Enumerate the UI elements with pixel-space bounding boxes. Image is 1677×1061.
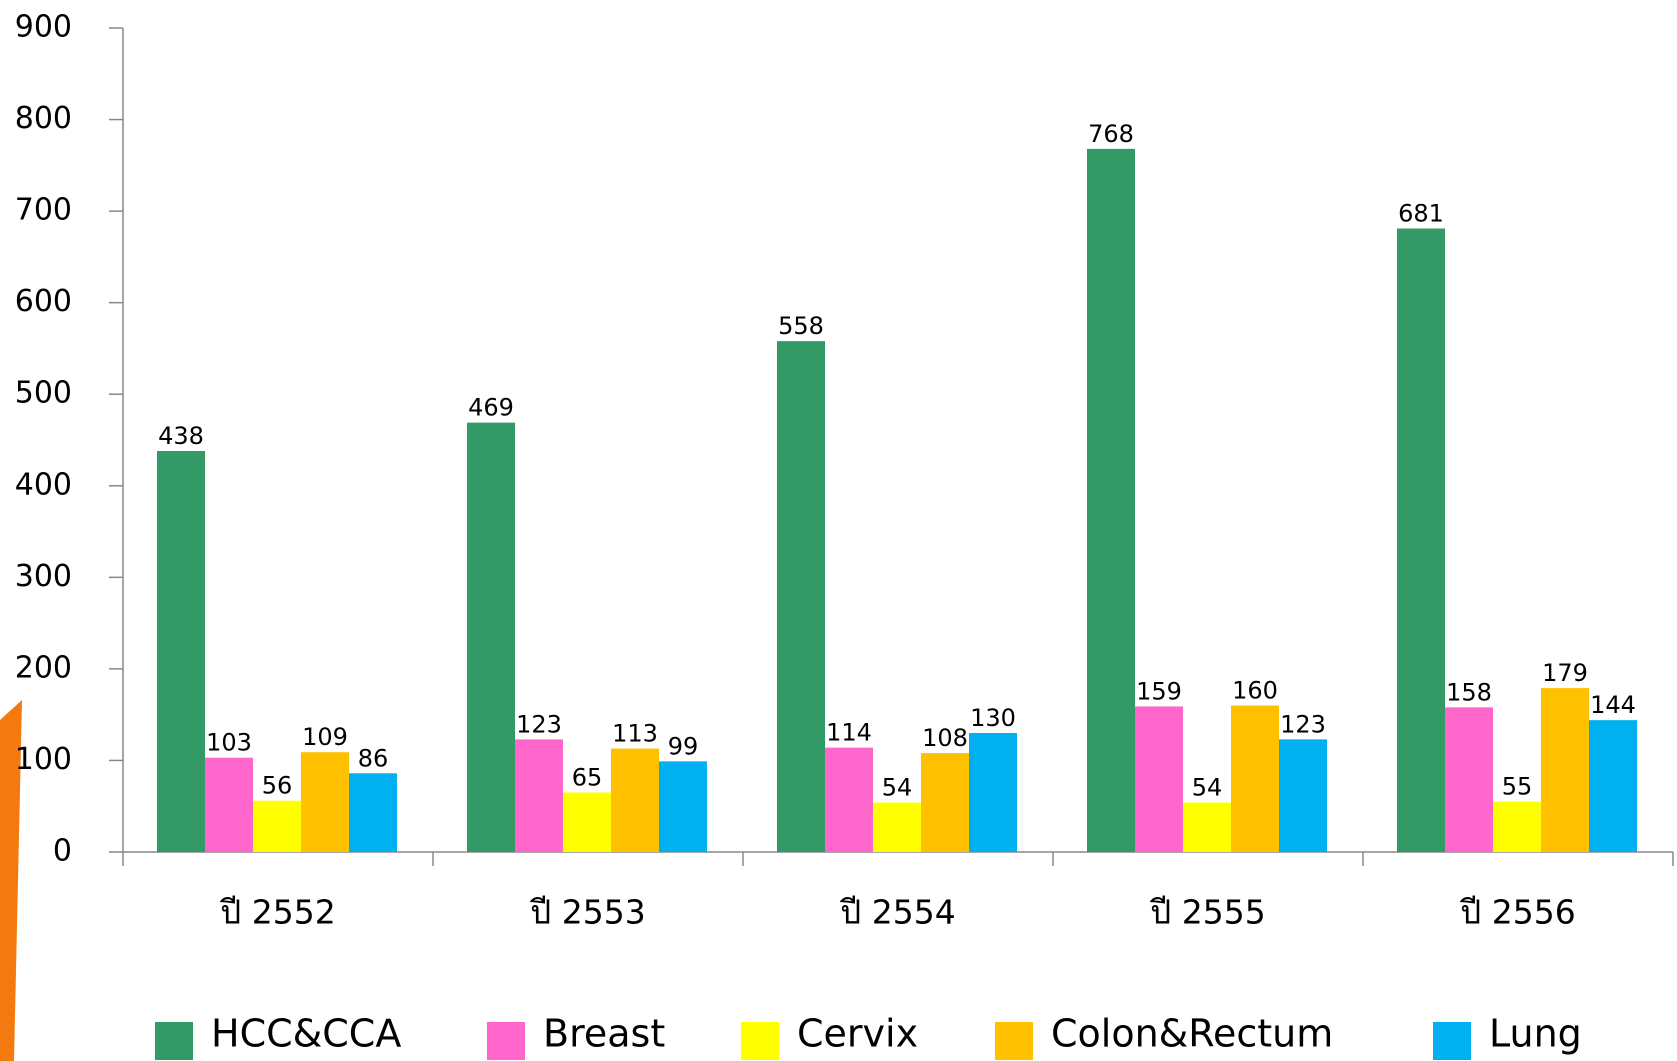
legend-label: HCC&CCA <box>211 1012 401 1056</box>
value-label: 55 <box>1502 773 1533 801</box>
value-label: 159 <box>1136 677 1182 705</box>
value-label: 469 <box>468 394 514 422</box>
value-label: 130 <box>970 704 1016 732</box>
bar <box>349 773 397 852</box>
value-label: 558 <box>778 312 824 340</box>
value-label: 768 <box>1088 120 1134 148</box>
y-tick-label: 900 <box>15 10 72 45</box>
value-label: 123 <box>1280 710 1326 738</box>
bar <box>1493 802 1541 852</box>
legend-label: Cervix <box>797 1012 918 1056</box>
bar <box>1135 706 1183 852</box>
y-tick-label: 600 <box>15 284 72 319</box>
bar <box>1183 803 1231 852</box>
bar <box>1397 229 1445 852</box>
y-tick-label: 700 <box>15 193 72 228</box>
value-label: 158 <box>1446 678 1492 706</box>
value-label: 108 <box>922 724 968 752</box>
x-tick-label: ปี 2553 <box>529 893 646 932</box>
value-label: 123 <box>516 710 562 738</box>
bar <box>1087 149 1135 852</box>
value-label: 160 <box>1232 677 1278 705</box>
bar <box>1589 720 1637 852</box>
bar <box>969 733 1017 852</box>
bar <box>205 758 253 852</box>
y-tick-label: 100 <box>15 742 72 777</box>
bar <box>1445 707 1493 852</box>
value-label: 109 <box>302 723 348 751</box>
bar <box>253 801 301 852</box>
bar <box>157 451 205 852</box>
bar <box>1541 688 1589 852</box>
x-tick-label: ปี 2556 <box>1459 893 1576 932</box>
bar <box>777 341 825 852</box>
legend-swatch <box>741 1022 779 1060</box>
value-label: 99 <box>668 732 699 760</box>
bar <box>921 753 969 852</box>
legend-swatch <box>995 1022 1033 1060</box>
value-label: 54 <box>1192 774 1223 802</box>
bar <box>467 423 515 852</box>
x-tick-label: ปี 2554 <box>839 893 956 932</box>
value-label: 681 <box>1398 200 1444 228</box>
legend-label: Breast <box>543 1012 665 1056</box>
y-tick-label: 200 <box>15 650 72 685</box>
value-label: 54 <box>882 774 913 802</box>
value-label: 65 <box>572 763 603 791</box>
legend-swatch <box>155 1022 193 1060</box>
legend-label: Lung <box>1489 1012 1582 1056</box>
x-tick-label: ปี 2552 <box>219 893 336 932</box>
bar <box>873 803 921 852</box>
value-label: 103 <box>206 729 252 757</box>
y-tick-label: 0 <box>53 834 72 869</box>
bar <box>659 761 707 852</box>
value-label: 113 <box>612 720 658 748</box>
value-label: 114 <box>826 719 872 747</box>
value-label: 144 <box>1590 691 1636 719</box>
chart: 0 100 200 300 400 500 600 700 800 900 ปี 2552 438 10… <box>0 0 1677 1061</box>
value-label: 179 <box>1542 659 1588 687</box>
bar <box>301 752 349 852</box>
y-tick-label: 300 <box>15 559 72 594</box>
value-label: 56 <box>262 772 293 800</box>
legend-swatch <box>1433 1022 1471 1060</box>
bar <box>825 748 873 852</box>
value-label: 438 <box>158 422 204 450</box>
y-tick-label: 400 <box>15 467 72 502</box>
bar <box>563 792 611 852</box>
value-label: 86 <box>358 744 389 772</box>
bar <box>611 749 659 852</box>
bar <box>1279 739 1327 852</box>
legend-label: Colon&Rectum <box>1051 1012 1333 1056</box>
y-tick-label: 800 <box>15 101 72 136</box>
y-tick-label: 500 <box>15 376 72 411</box>
legend-swatch <box>487 1022 525 1060</box>
bar <box>1231 706 1279 852</box>
bar <box>515 739 563 852</box>
x-tick-label: ปี 2555 <box>1149 893 1266 932</box>
